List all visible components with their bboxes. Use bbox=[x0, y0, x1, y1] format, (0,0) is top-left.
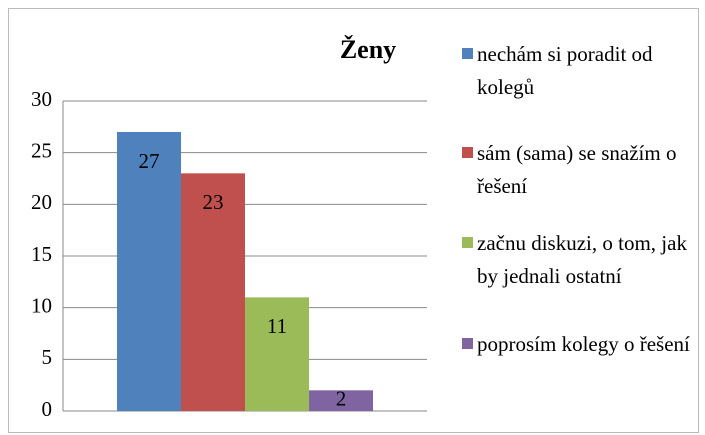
bar bbox=[181, 173, 245, 411]
chart-border bbox=[8, 8, 699, 433]
y-tick-label: 20 bbox=[31, 190, 52, 214]
data-label: 11 bbox=[267, 314, 287, 338]
y-tick-label: 5 bbox=[42, 345, 53, 369]
legend-label: nechám si poradit od kolegů bbox=[477, 42, 653, 99]
legend-swatch bbox=[462, 237, 473, 248]
legend-label: poprosím kolegy o řešení bbox=[477, 332, 690, 356]
chart-title: Ženy bbox=[340, 35, 396, 64]
y-tick-label: 0 bbox=[42, 397, 53, 421]
data-label: 27 bbox=[139, 149, 160, 173]
data-label: 23 bbox=[203, 190, 224, 214]
legend-swatch bbox=[462, 147, 473, 158]
y-tick-label: 30 bbox=[31, 87, 52, 111]
legend-swatch bbox=[462, 48, 473, 59]
y-tick-label: 15 bbox=[31, 242, 52, 266]
legend-swatch bbox=[462, 338, 473, 349]
y-tick-label: 10 bbox=[31, 293, 52, 317]
legend-label: začnu diskuzi, o tom, jak by jednali ost… bbox=[477, 231, 687, 288]
y-tick-label: 25 bbox=[31, 138, 52, 162]
legend-label: sám (sama) se snažím o řešení bbox=[477, 141, 677, 198]
bar bbox=[245, 297, 309, 411]
data-label: 2 bbox=[336, 386, 347, 410]
bar bbox=[117, 132, 181, 411]
bar bbox=[309, 390, 373, 411]
